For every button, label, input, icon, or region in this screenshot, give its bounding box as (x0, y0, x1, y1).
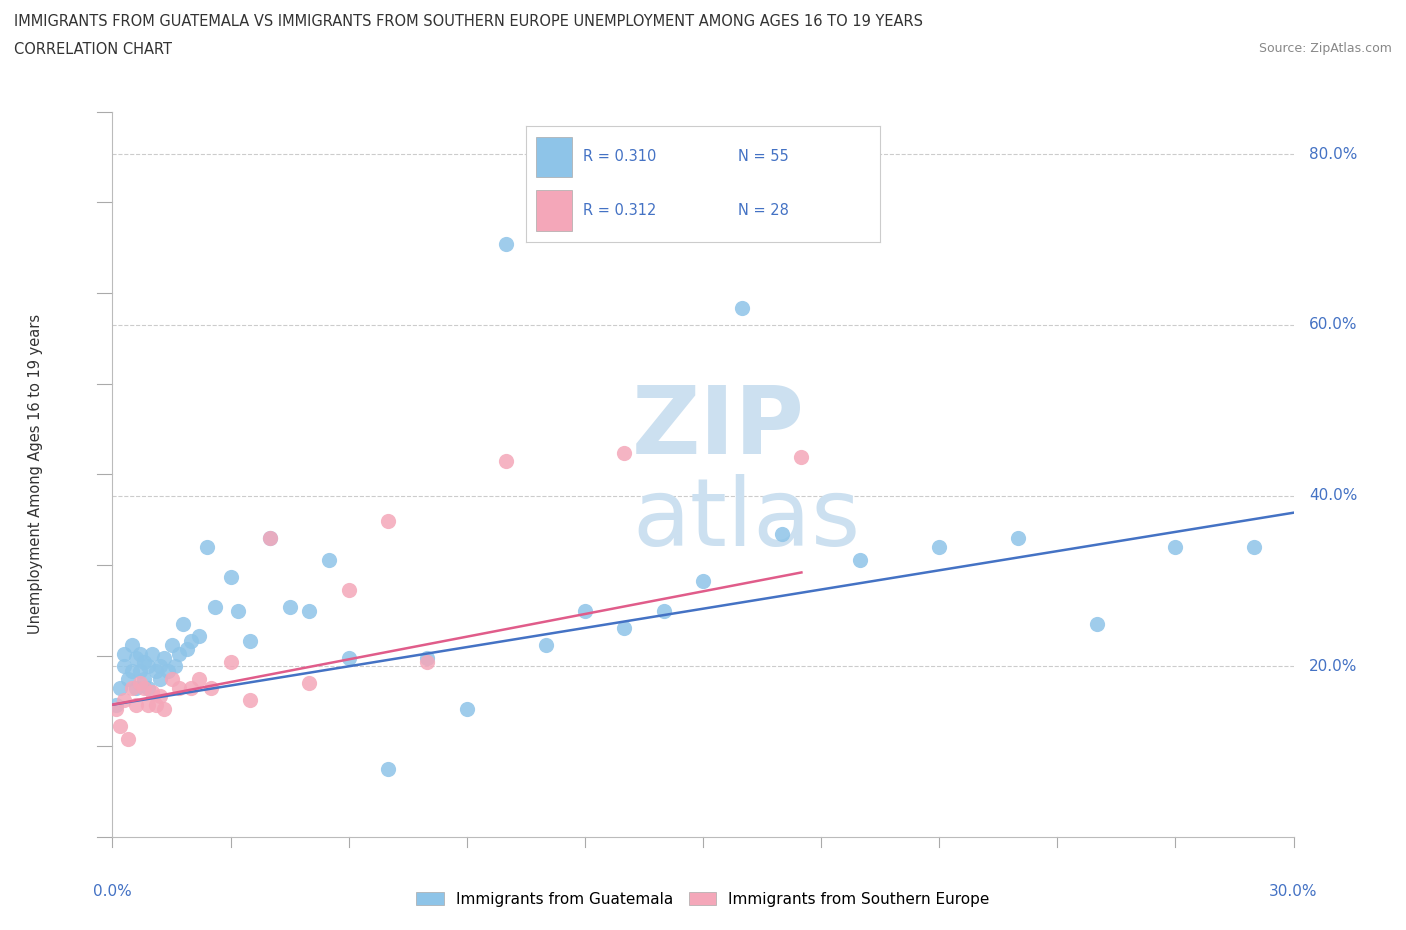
Point (136, 680, 159, 695)
Point (180, 633, 202, 648)
Point (416, 655, 439, 670)
Point (136, 658, 159, 673)
Point (692, 574, 714, 589)
Point (129, 676, 152, 691)
Point (259, 531, 281, 546)
Point (145, 663, 167, 678)
Text: 0.0%: 0.0% (93, 884, 132, 899)
Point (1085, 617, 1108, 631)
Point (298, 604, 321, 618)
Point (129, 663, 152, 678)
Point (337, 650, 360, 665)
Point (117, 671, 139, 686)
Point (112, 658, 135, 673)
Point (125, 650, 148, 665)
Text: 20.0%: 20.0% (1309, 658, 1358, 674)
Point (228, 604, 250, 618)
Text: ZIP: ZIP (633, 382, 806, 474)
Point (141, 684, 163, 699)
Point (188, 629, 211, 644)
Point (112, 693, 135, 708)
Point (849, 552, 872, 567)
Point (180, 680, 202, 695)
Point (149, 689, 172, 704)
Point (145, 698, 167, 712)
Point (132, 680, 155, 695)
Point (377, 762, 399, 777)
Text: CORRELATION CHART: CORRELATION CHART (14, 42, 172, 57)
Point (1007, 531, 1029, 546)
Point (172, 617, 194, 631)
Point (770, 526, 793, 541)
Point (239, 693, 262, 708)
Point (132, 671, 155, 686)
Point (149, 671, 172, 686)
Point (156, 663, 179, 678)
Point (200, 680, 222, 695)
Point (790, 450, 813, 465)
Text: 80.0%: 80.0% (1309, 147, 1358, 162)
Point (298, 676, 321, 691)
Point (219, 655, 242, 670)
Point (204, 599, 226, 614)
Point (132, 655, 155, 670)
Point (141, 646, 163, 661)
Point (125, 680, 148, 695)
Point (195, 539, 218, 554)
Point (160, 638, 183, 653)
Point (377, 513, 399, 528)
Point (110, 680, 132, 695)
Point (125, 698, 148, 712)
Point (337, 582, 360, 597)
Text: Unemployment Among Ages 16 to 19 years: Unemployment Among Ages 16 to 19 years (28, 314, 44, 634)
Text: 40.0%: 40.0% (1309, 488, 1358, 503)
Point (219, 569, 242, 584)
Point (278, 599, 301, 614)
Point (495, 236, 517, 251)
Point (188, 671, 211, 686)
Point (169, 680, 191, 695)
Point (416, 650, 439, 665)
Point (105, 701, 128, 716)
Point (574, 604, 596, 618)
Point (105, 698, 128, 712)
Point (456, 701, 478, 716)
Point (110, 719, 132, 734)
Point (239, 633, 262, 648)
Point (129, 646, 152, 661)
Point (731, 300, 754, 315)
Point (152, 701, 174, 716)
Point (136, 698, 159, 712)
Point (121, 638, 143, 653)
Point (165, 658, 187, 673)
Point (169, 646, 191, 661)
Point (534, 638, 557, 653)
Point (1243, 539, 1265, 554)
Point (160, 671, 183, 686)
Text: 30.0%: 30.0% (1270, 884, 1317, 899)
Point (117, 731, 139, 746)
Text: IMMIGRANTS FROM GUATEMALA VS IMMIGRANTS FROM SOUTHERN EUROPE UNEMPLOYMENT AMONG : IMMIGRANTS FROM GUATEMALA VS IMMIGRANTS … (14, 14, 924, 29)
Point (652, 604, 675, 618)
Legend: Immigrants from Guatemala, Immigrants from Southern Europe: Immigrants from Guatemala, Immigrants fr… (411, 885, 995, 912)
Point (259, 531, 281, 546)
Point (495, 454, 517, 469)
Point (152, 650, 174, 665)
Point (613, 620, 636, 635)
Point (1164, 539, 1187, 554)
Text: atlas: atlas (633, 474, 860, 566)
Point (112, 646, 135, 661)
Point (613, 445, 636, 460)
Text: 60.0%: 60.0% (1309, 317, 1358, 332)
Text: Source: ZipAtlas.com: Source: ZipAtlas.com (1258, 42, 1392, 55)
Point (176, 642, 198, 657)
Point (928, 539, 950, 554)
Point (121, 663, 143, 678)
Point (149, 658, 172, 673)
Point (121, 680, 143, 695)
Point (318, 552, 340, 567)
